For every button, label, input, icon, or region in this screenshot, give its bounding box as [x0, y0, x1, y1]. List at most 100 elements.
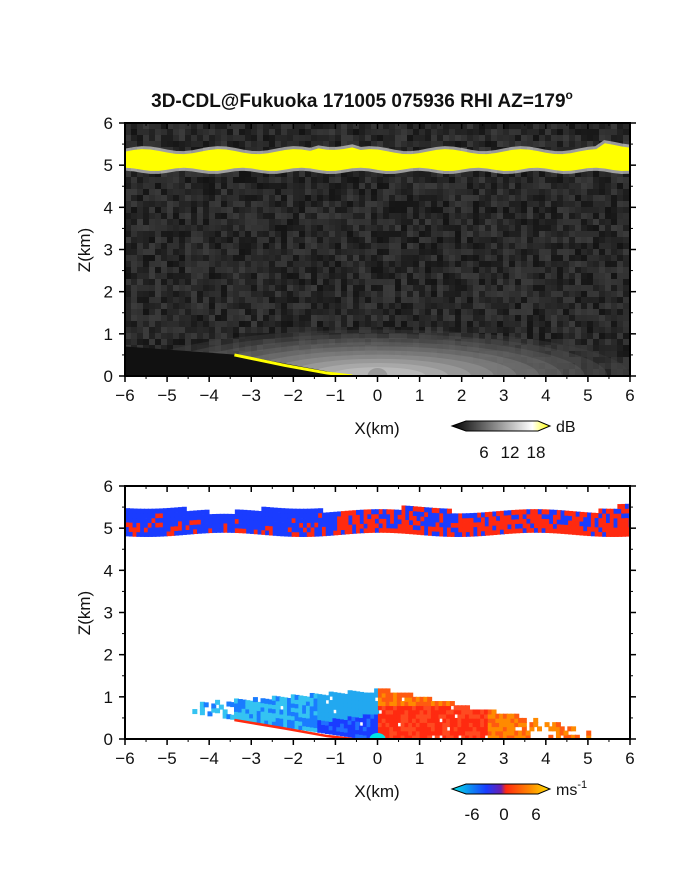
- backscatter-noise-cell: [209, 123, 215, 129]
- velocity-near-field-cell: [328, 729, 334, 735]
- backscatter-noise-cell: [611, 321, 617, 327]
- velocity-cloud-cell: [435, 526, 441, 532]
- backscatter-noise-cell: [149, 255, 155, 261]
- backscatter-noise-cell: [557, 357, 563, 363]
- velocity-cloud-cell: [431, 521, 437, 527]
- velocity-cloud-cell: [462, 517, 468, 523]
- backscatter-noise-cell: [329, 243, 335, 249]
- velocity-near-field-cell: [324, 724, 330, 730]
- backscatter-noise-cell: [215, 285, 221, 291]
- velocity-near-field-cell: [317, 727, 323, 733]
- backscatter-noise-cell: [437, 327, 443, 333]
- velocity-near-field-cell: [377, 730, 383, 736]
- backscatter-noise-cell: [449, 237, 455, 243]
- velocity-cloud-cell: [344, 510, 350, 516]
- backscatter-noise-cell: [371, 297, 377, 303]
- backscatter-noise-cell: [557, 363, 563, 369]
- backscatter-noise-cell: [473, 255, 479, 261]
- backscatter-noise-cell: [599, 249, 605, 255]
- backscatter-noise-cell: [557, 195, 563, 201]
- velocity-near-field-cell: [313, 723, 319, 729]
- backscatter-noise-cell: [221, 195, 227, 201]
- backscatter-noise-cell: [485, 243, 491, 249]
- velocity-cloud-cell: [496, 520, 502, 526]
- backscatter-noise-cell: [575, 123, 581, 129]
- backscatter-noise-cell: [185, 255, 191, 261]
- velocity-near-field-cell: [313, 697, 319, 703]
- backscatter-noise-cell: [539, 363, 545, 369]
- backscatter-noise-cell: [515, 237, 521, 243]
- backscatter-noise-cell: [317, 225, 323, 231]
- backscatter-noise-cell: [191, 183, 197, 189]
- velocity-cloud-cell: [560, 524, 566, 530]
- backscatter-noise-cell: [293, 345, 299, 351]
- backscatter-noise-cell: [353, 369, 359, 375]
- backscatter-noise-cell: [479, 147, 485, 153]
- velocity-cloud-cell: [424, 521, 430, 527]
- backscatter-noise-cell: [359, 201, 365, 207]
- backscatter-noise-cell: [479, 303, 485, 309]
- backscatter-noise-cell: [443, 297, 449, 303]
- backscatter-noise-cell: [449, 357, 455, 363]
- backscatter-noise-cell: [197, 327, 203, 333]
- backscatter-noise-cell: [125, 141, 131, 147]
- velocity-cloud-cell: [621, 522, 627, 528]
- velocity-near-field-cell: [408, 734, 414, 739]
- backscatter-noise-cell: [203, 327, 209, 333]
- velocity-cloud-cell: [166, 531, 172, 537]
- velocity-cloud-cell: [568, 520, 574, 526]
- backscatter-noise-cell: [425, 237, 431, 243]
- backscatter-noise-cell: [377, 135, 383, 141]
- backscatter-noise-cell: [485, 207, 491, 213]
- backscatter-noise-cell: [209, 321, 215, 327]
- velocity-cloud-cell: [564, 519, 570, 525]
- backscatter-noise-cell: [407, 177, 413, 183]
- backscatter-noise-cell: [197, 123, 203, 129]
- velocity-cloud-cell: [579, 525, 585, 531]
- backscatter-noise-cell: [185, 267, 191, 273]
- backscatter-noise-cell: [269, 177, 275, 183]
- velocity-near-field-cell: [283, 722, 289, 728]
- backscatter-noise-cell: [365, 357, 371, 363]
- backscatter-noise-cell: [341, 267, 347, 273]
- backscatter-noise-cell: [125, 177, 131, 183]
- backscatter-noise-cell: [371, 315, 377, 321]
- backscatter-noise-cell: [209, 273, 215, 279]
- backscatter-noise-cell: [587, 339, 593, 345]
- backscatter-noise-cell: [569, 183, 575, 189]
- backscatter-noise-cell: [473, 171, 479, 177]
- backscatter-noise-cell: [545, 207, 551, 213]
- backscatter-noise-cell: [371, 249, 377, 255]
- backscatter-noise-cell: [611, 273, 617, 279]
- backscatter-noise-cell: [329, 225, 335, 231]
- backscatter-noise-cell: [617, 189, 623, 195]
- backscatter-noise-cell: [341, 321, 347, 327]
- backscatter-noise-cell: [425, 285, 431, 291]
- velocity-cloud-cell: [431, 507, 437, 513]
- backscatter-noise-cell: [251, 225, 257, 231]
- backscatter-noise-cell: [395, 177, 401, 183]
- backscatter-noise-cell: [215, 201, 221, 207]
- backscatter-noise-cell: [611, 249, 617, 255]
- velocity-cloud-cell: [431, 526, 437, 532]
- backscatter-noise-cell: [545, 123, 551, 129]
- velocity-cloud-cell: [140, 527, 146, 533]
- backscatter-noise-cell: [347, 273, 353, 279]
- backscatter-noise-cell: [413, 291, 419, 297]
- backscatter-noise-cell: [167, 231, 173, 237]
- backscatter-noise-cell: [467, 243, 473, 249]
- velocity-cloud-cell: [348, 524, 354, 530]
- backscatter-noise-cell: [353, 219, 359, 225]
- velocity-cloud-cell: [511, 519, 517, 525]
- backscatter-noise-cell: [473, 249, 479, 255]
- backscatter-noise-cell: [599, 225, 605, 231]
- backscatter-noise-cell: [131, 189, 137, 195]
- backscatter-noise-cell: [293, 327, 299, 333]
- backscatter-noise-cell: [365, 207, 371, 213]
- backscatter-noise-cell: [245, 285, 251, 291]
- backscatter-noise-cell: [155, 177, 161, 183]
- backscatter-noise-cell: [605, 261, 611, 267]
- backscatter-noise-cell: [581, 135, 587, 141]
- backscatter-noise-cell: [149, 231, 155, 237]
- backscatter-noise-cell: [539, 267, 545, 273]
